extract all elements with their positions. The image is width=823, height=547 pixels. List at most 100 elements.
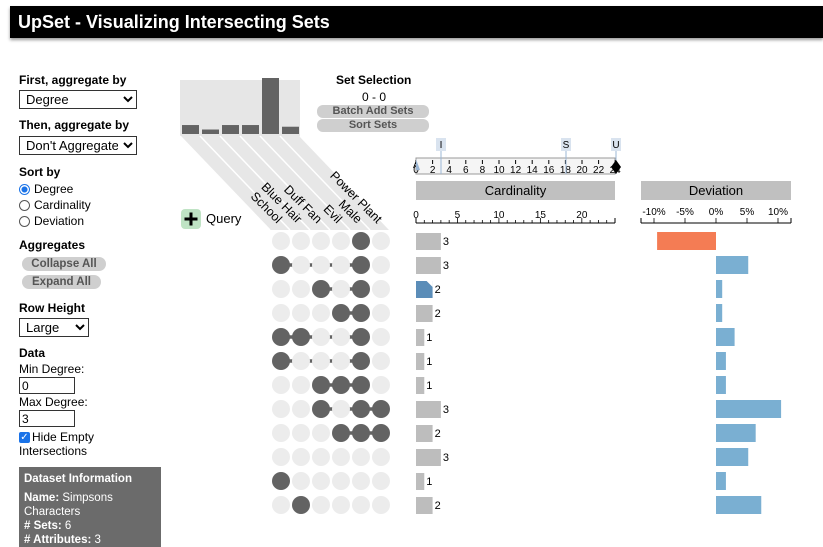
deviation-header[interactable]: Deviation xyxy=(641,181,791,200)
set-dot-empty xyxy=(312,232,330,250)
then-aggregate-select[interactable]: Don't Aggregate xyxy=(19,136,137,155)
set-dot-filled xyxy=(352,280,370,298)
intersection-row[interactable]: 2 xyxy=(272,496,762,514)
batch-add-sets-button[interactable]: Batch Add Sets xyxy=(317,105,429,118)
row-height-select[interactable]: Large xyxy=(19,318,89,337)
set-size-bar[interactable] xyxy=(202,129,219,134)
slider-marker[interactable] xyxy=(436,138,446,151)
cardinality-value: 3 xyxy=(443,452,449,464)
cardinality-bar[interactable] xyxy=(416,425,433,442)
cardinality-header[interactable]: Cardinality xyxy=(416,181,615,200)
set-header-divider xyxy=(199,135,291,231)
set-dot-filled xyxy=(332,304,350,322)
intersection-row[interactable]: 2 xyxy=(272,304,723,322)
add-query-button[interactable] xyxy=(181,209,201,229)
max-degree-input[interactable] xyxy=(19,410,75,427)
set-dot-empty xyxy=(372,376,390,394)
dataset-info-header: Dataset Information xyxy=(24,473,132,485)
radio-degree[interactable] xyxy=(19,183,30,195)
set-selection-range: 0 - 0 xyxy=(362,90,387,104)
dataset-sets-value: 6 xyxy=(64,520,72,532)
cardinality-bar[interactable] xyxy=(416,449,441,466)
sort-option-cardinality[interactable]: Cardinality xyxy=(19,197,91,213)
set-size-bar[interactable] xyxy=(282,126,299,134)
cardinality-bar[interactable] xyxy=(416,377,425,394)
deviation-bar[interactable] xyxy=(716,496,762,514)
set-dot-empty xyxy=(292,232,310,250)
collapse-all-button[interactable]: Collapse All xyxy=(22,257,106,271)
min-degree-input[interactable] xyxy=(19,377,75,394)
slider-left-handle[interactable] xyxy=(416,159,420,170)
radio-cardinality[interactable] xyxy=(19,199,30,211)
cardinality-bar[interactable] xyxy=(416,497,433,514)
degree-slider[interactable]: 024681012141618202224 AISU xyxy=(413,138,621,176)
cardinality-bar[interactable] xyxy=(416,401,441,418)
cardinality-bar[interactable] xyxy=(416,329,425,346)
set-dot-filled xyxy=(352,328,370,346)
intersection-row[interactable]: 3 xyxy=(272,448,749,466)
slider-tick-label: 22 xyxy=(593,165,605,176)
set-dot-empty xyxy=(292,256,310,274)
deviation-bar[interactable] xyxy=(716,472,726,490)
aggregates-label: Aggregates xyxy=(19,238,86,252)
cardinality-bar[interactable] xyxy=(416,281,433,298)
intersection-row[interactable]: 3 xyxy=(272,256,749,274)
first-aggregate-select[interactable]: Degree xyxy=(19,90,137,109)
intersection-row[interactable]: 1 xyxy=(272,472,726,490)
slider-marker-label: S xyxy=(563,140,570,151)
cardinality-axis: 0 5 10 15 20 xyxy=(413,210,616,224)
radio-deviation[interactable] xyxy=(19,215,30,227)
sort-sets-button[interactable]: Sort Sets xyxy=(317,119,429,132)
cardinality-value: 1 xyxy=(426,476,432,488)
then-aggregate-label: Then, aggregate by xyxy=(19,118,130,132)
intersection-row[interactable]: 1 xyxy=(272,352,726,370)
set-size-bar[interactable] xyxy=(242,125,259,134)
deviation-bar[interactable] xyxy=(716,328,735,346)
cardinality-bar[interactable] xyxy=(416,473,425,490)
sort-option-degree[interactable]: Degree xyxy=(19,181,91,197)
deviation-bar[interactable] xyxy=(716,256,749,274)
set-dot-empty xyxy=(292,304,310,322)
set-dot-empty xyxy=(292,400,310,418)
deviation-bar[interactable] xyxy=(716,352,726,370)
intersection-row[interactable]: 1 xyxy=(272,328,735,346)
intersection-row[interactable]: 3 xyxy=(272,232,716,250)
slider-right-handle[interactable] xyxy=(611,160,621,174)
cardinality-bar[interactable] xyxy=(416,257,441,274)
intersection-row[interactable]: 3 xyxy=(272,400,782,418)
deviation-bar[interactable] xyxy=(716,424,756,442)
intersection-row[interactable]: 2 xyxy=(272,280,723,298)
set-dot-empty xyxy=(292,472,310,490)
slider-marker[interactable] xyxy=(561,138,571,151)
set-size-bar[interactable] xyxy=(262,78,279,134)
set-header-divider xyxy=(259,135,351,231)
expand-all-button[interactable]: Expand All xyxy=(22,275,101,289)
slider-marker-label: U xyxy=(612,140,619,151)
cardinality-bar[interactable] xyxy=(416,353,425,370)
deviation-bar[interactable] xyxy=(716,280,723,298)
cardinality-value: 1 xyxy=(426,356,432,368)
set-dot-empty xyxy=(332,232,350,250)
cardinality-bar[interactable] xyxy=(416,233,441,250)
intersection-row[interactable]: 1 xyxy=(272,376,726,394)
deviation-bar[interactable] xyxy=(716,376,726,394)
set-size-bar[interactable] xyxy=(222,125,239,134)
cardinality-bar[interactable] xyxy=(416,305,433,322)
set-size-bar[interactable] xyxy=(182,125,199,134)
deviation-bar[interactable] xyxy=(657,232,716,250)
deviation-bar[interactable] xyxy=(716,448,749,466)
intersection-row[interactable]: 2 xyxy=(272,424,756,442)
deviation-bar[interactable] xyxy=(716,304,723,322)
dataset-name-value-2: Characters xyxy=(24,506,81,518)
data-label: Data xyxy=(19,346,46,360)
set-dot-empty xyxy=(272,376,290,394)
cardinality-tick-label: 20 xyxy=(576,210,588,221)
set-dot-empty xyxy=(352,496,370,514)
deviation-bar[interactable] xyxy=(716,400,782,418)
set-dot-filled xyxy=(332,424,350,442)
dataset-attributes-value: 3 xyxy=(94,534,101,546)
slider-marker[interactable] xyxy=(611,138,621,151)
sort-option-deviation[interactable]: Deviation xyxy=(19,213,91,229)
hide-empty-checkbox[interactable]: ✓ xyxy=(19,431,30,443)
